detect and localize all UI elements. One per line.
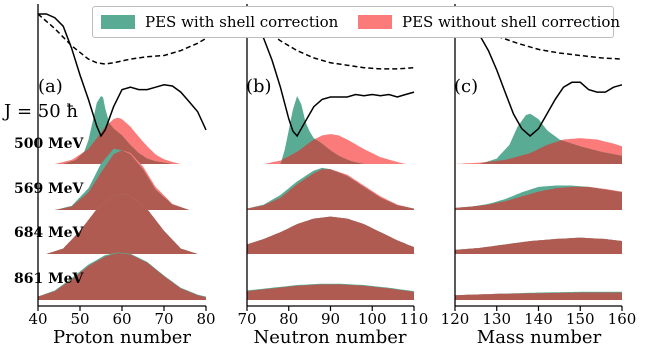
- x-tick-label: 100: [358, 310, 387, 328]
- pes-without-shell-curve: [454, 13, 623, 60]
- area-with-shell-1: [247, 96, 414, 164]
- pes-with-shell-curve: [38, 13, 207, 138]
- area-overlap-4: [455, 292, 622, 300]
- area-overlap-2: [38, 150, 206, 210]
- area-overlap-3: [38, 194, 206, 254]
- x-tick-label: 80: [279, 310, 298, 328]
- j-label: J = 50 ħ: [2, 101, 78, 122]
- legend-item-without-shell: PES without shell correction: [358, 12, 620, 32]
- x-tick-label: 130: [482, 310, 511, 328]
- x-tick-label: 70: [237, 310, 256, 328]
- xaxis-label-a: Proton number: [53, 327, 191, 347]
- energy-label-1: 500 MeV: [14, 136, 85, 152]
- x-tick-label: 160: [608, 310, 637, 328]
- pes-without-shell-curve: [37, 13, 207, 65]
- panel-b-label: (b): [246, 76, 272, 97]
- area-overlap-4: [247, 284, 414, 300]
- x-tick-label: 60: [112, 310, 131, 328]
- x-tick-label: 90: [321, 310, 340, 328]
- legend-label-without-shell: PES without shell correction: [402, 13, 621, 31]
- area-overlap-3: [455, 237, 622, 254]
- area-overlap-1: [455, 140, 622, 164]
- xaxis-label-c: Mass number: [477, 327, 602, 347]
- panel-c-label: (c): [454, 76, 478, 97]
- x-tick-label: 80: [196, 310, 215, 328]
- panel-b: 70 80 90 100 110: [237, 4, 428, 328]
- area-overlap-4: [38, 253, 206, 300]
- legend-swatch-with-shell: [101, 15, 135, 29]
- panel-a-label: (a): [38, 76, 63, 97]
- panels: 40 50 60 70 80 70 80 90 100 110 120 130 140 150 160: [28, 4, 636, 328]
- x-tick-label: 50: [70, 310, 89, 328]
- energy-label-3: 684 MeV: [14, 225, 85, 241]
- legend-swatch-without-shell: [358, 15, 392, 29]
- area-overlap-1: [38, 123, 206, 164]
- area-overlap-2: [247, 169, 414, 210]
- area-overlap-2: [455, 186, 622, 210]
- pes-with-shell-curve: [454, 13, 623, 137]
- area-overlap-3: [247, 216, 414, 254]
- legend-label-with-shell: PES with shell correction: [145, 13, 339, 31]
- pes-with-shell-curve: [246, 13, 415, 138]
- x-tick-label: 110: [400, 310, 429, 328]
- panel-c: 120 130 140 150 160: [441, 4, 637, 328]
- x-tick-label: 140: [524, 310, 553, 328]
- x-tick-label: 40: [28, 310, 47, 328]
- area-overlap-1: [247, 139, 414, 164]
- panel-a: 40 50 60 70 80: [28, 4, 216, 328]
- x-tick-label: 150: [566, 310, 595, 328]
- xaxis-label-b: Neutron number: [253, 327, 406, 347]
- x-tick-label: 120: [441, 310, 470, 328]
- x-tick-label: 70: [154, 310, 173, 328]
- legend-item-with-shell: PES with shell correction: [101, 12, 338, 32]
- legend: PES with shell correction PES without sh…: [92, 6, 620, 38]
- energy-label-4: 861 MeV: [14, 271, 85, 287]
- energy-label-2: 569 MeV: [14, 181, 85, 197]
